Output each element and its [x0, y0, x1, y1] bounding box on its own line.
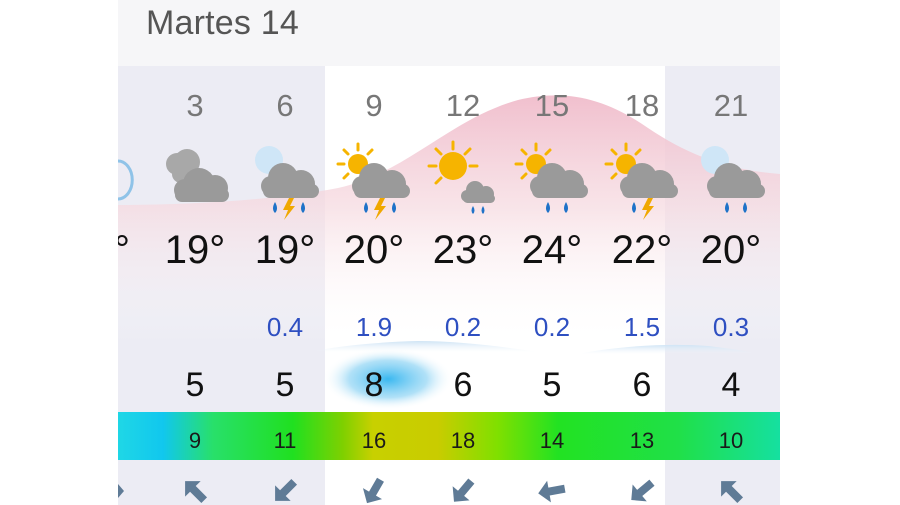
- temperature-value: 20°: [343, 228, 405, 272]
- sun-light-rain-icon: [427, 140, 495, 214]
- wind-arrow-southwest-icon: [631, 479, 655, 502]
- temperature-value: 22°: [611, 228, 673, 272]
- sun-thunderstorm-rain-icon: [336, 142, 410, 220]
- wind-gust-value: 10: [718, 428, 744, 453]
- precipitation-area: [578, 344, 758, 354]
- night-rain-icon: [697, 146, 765, 213]
- sun-thunderstorm-rain-icon: [604, 142, 678, 220]
- hour-label: 12: [445, 88, 481, 123]
- wind-speed-value: 5: [185, 366, 205, 404]
- hour-label: 9: [365, 88, 383, 123]
- wind-gust-value: 9: [188, 428, 202, 453]
- day-title: Martes 14: [146, 4, 299, 42]
- wind-gust-value: 11: [273, 428, 297, 453]
- precipitation-value: 0.2: [533, 312, 571, 342]
- temperature-value: 24°: [521, 228, 583, 272]
- hour-label: 21: [713, 88, 749, 123]
- day-header: Martes 14: [118, 0, 780, 66]
- previous-moon-icon: [118, 159, 134, 201]
- hourly-forecast-panel: Martes 14 °: [118, 0, 780, 505]
- wind-arrow-west-icon: [538, 480, 566, 503]
- forecast-background: [118, 95, 780, 410]
- wind-speed-value: 6: [632, 366, 652, 404]
- wind-gust-band: [118, 412, 780, 460]
- temperature-value: 19°: [164, 228, 226, 272]
- precipitation-value: 0.4: [266, 312, 304, 342]
- sun-rain-icon: [514, 142, 588, 213]
- temperature-value: 23°: [432, 228, 494, 272]
- wind-gust-value: 13: [629, 428, 655, 453]
- night-thunderstorm-rain-icon: [251, 146, 319, 220]
- wind-speed-value: 4: [721, 366, 741, 404]
- wind-speed-value: 5: [275, 366, 295, 404]
- cloudy-night-icon: [166, 149, 229, 202]
- wind-arrow-northwest-icon: [721, 481, 744, 504]
- wind-arrow-southwest-icon: [452, 478, 475, 502]
- temperature-value: 19°: [254, 228, 316, 272]
- wind-highlight: [323, 348, 453, 410]
- wind-speed-value: 8: [364, 366, 384, 404]
- temperature-value: 20°: [700, 228, 762, 272]
- wind-speed-value: 5: [542, 366, 562, 404]
- hour-label: 18: [624, 88, 660, 123]
- hour-label: 15: [534, 88, 570, 123]
- previous-temperature-fragment: °: [118, 228, 130, 272]
- hour-label: 6: [276, 88, 294, 123]
- wind-speed-value: 6: [453, 366, 473, 404]
- wind-arrow-west-icon: [118, 484, 124, 498]
- wind-arrow-southwest-icon: [185, 481, 208, 504]
- temperature-curve: [118, 95, 780, 346]
- wind-gust-value: 14: [539, 428, 565, 453]
- precipitation-value: 0.3: [712, 312, 750, 342]
- wind-gust-value: 18: [450, 428, 476, 453]
- hour-label: 3: [186, 88, 204, 123]
- wind-arrow-southwest-icon: [275, 478, 298, 501]
- precipitation-value: 1.5: [623, 312, 661, 342]
- wind-arrow-southwest-icon: [362, 477, 384, 504]
- precipitation-value: 0.2: [444, 312, 482, 342]
- precipitation-value: 1.9: [355, 312, 393, 342]
- wind-gust-value: 16: [361, 428, 387, 453]
